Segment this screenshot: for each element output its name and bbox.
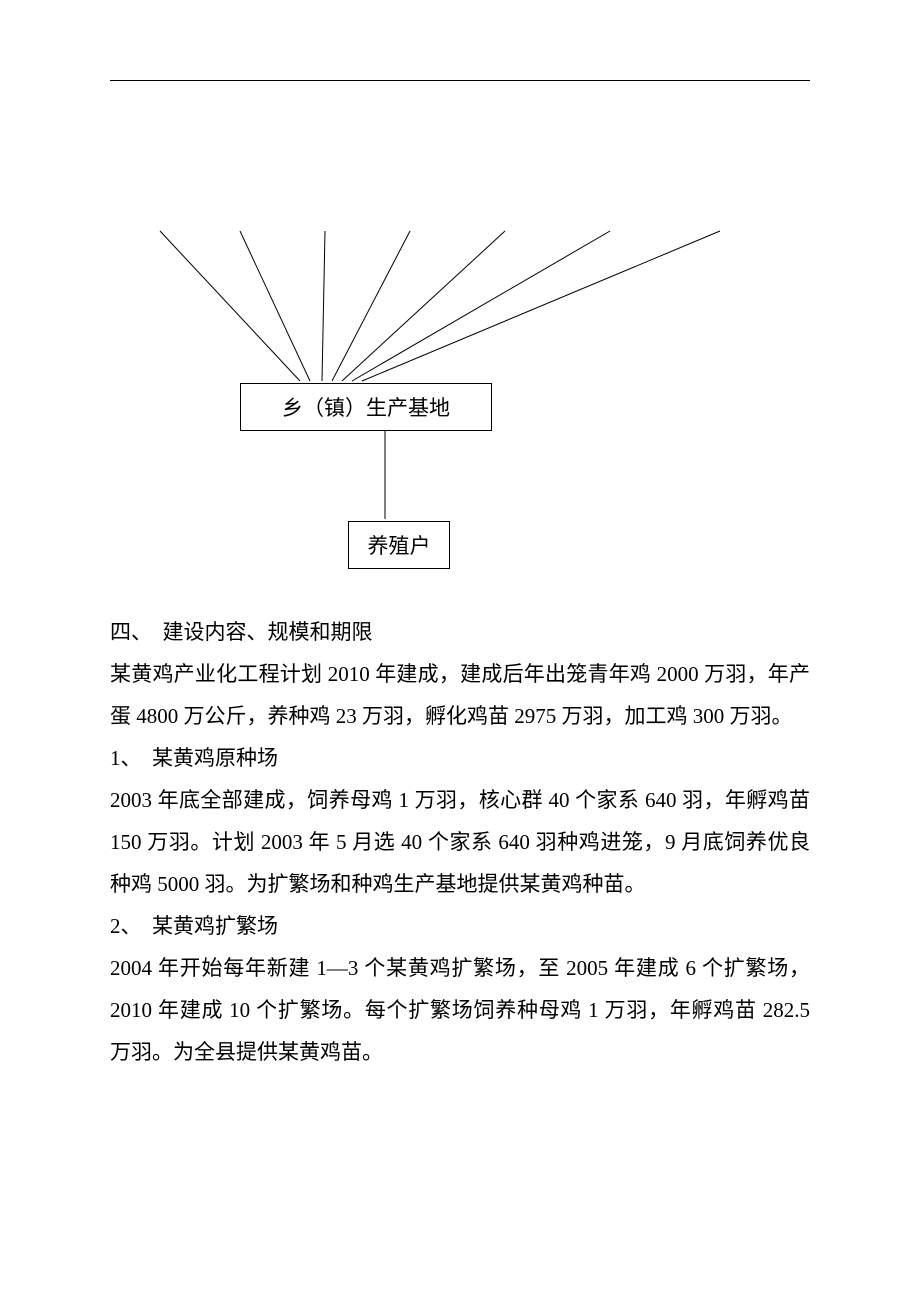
org-diagram: 乡（镇）生产基地 养殖户 [110, 201, 810, 571]
node-label: 养殖户 [368, 530, 431, 560]
section-4-intro: 某黄鸡产业化工程计划 2010 年建成，建成后年出笼青年鸡 2000 万羽，年产… [110, 653, 810, 737]
item-2-body: 2004 年开始每年新建 1—3 个某黄鸡扩繁场，至 2005 年建成 6 个扩… [110, 947, 810, 1073]
section-4-title: 四、 建设内容、规模和期限 [110, 611, 810, 653]
node-label: 乡（镇）生产基地 [282, 392, 450, 422]
document-body: 四、 建设内容、规模和期限 某黄鸡产业化工程计划 2010 年建成，建成后年出笼… [110, 611, 810, 1073]
node-farmer: 养殖户 [348, 521, 450, 569]
item-2-title: 2、 某黄鸡扩繁场 [110, 905, 810, 947]
item-1-body: 2003 年底全部建成，饲养母鸡 1 万羽，核心群 40 个家系 640 羽，年… [110, 779, 810, 905]
node-production-base: 乡（镇）生产基地 [240, 383, 492, 431]
item-1-title: 1、 某黄鸡原种场 [110, 737, 810, 779]
horizontal-rule [110, 80, 810, 81]
